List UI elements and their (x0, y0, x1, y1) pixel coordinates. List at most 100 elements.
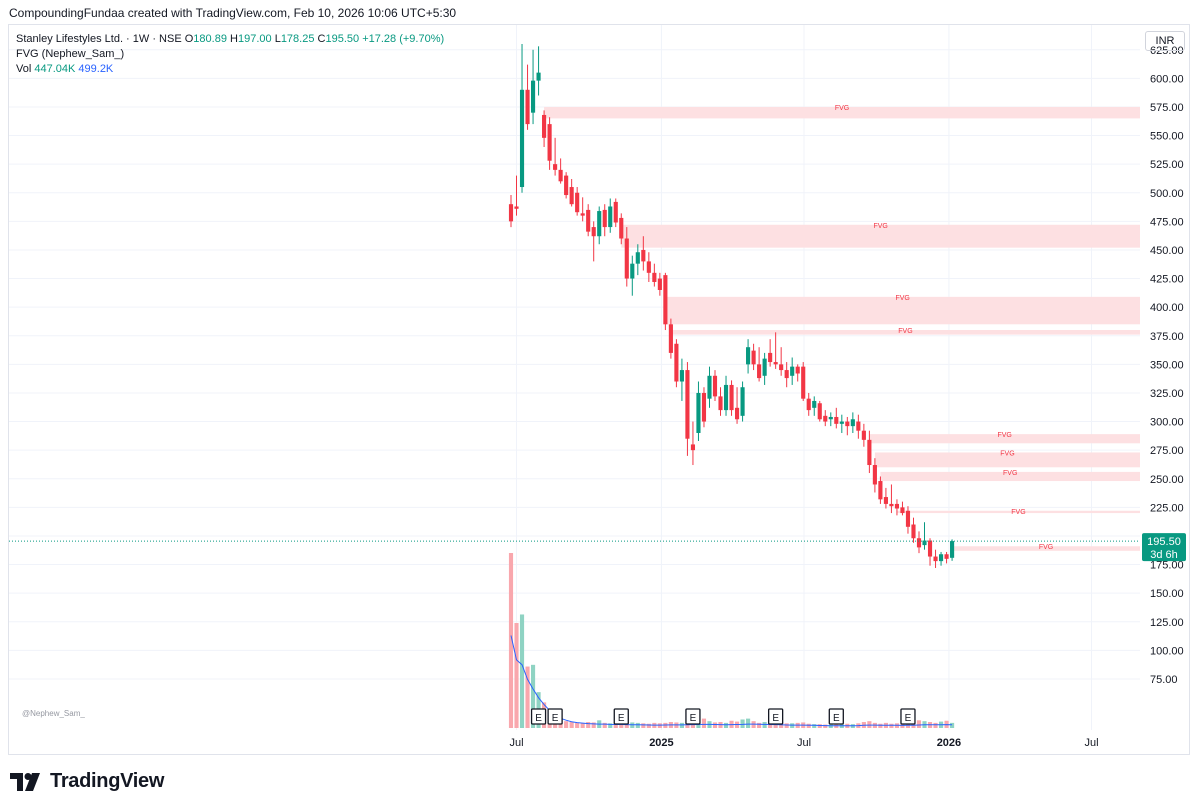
volume-bar (712, 722, 718, 728)
candle-body (845, 421, 850, 427)
fvg-zone (880, 471, 1140, 482)
earnings-marker-box (767, 708, 784, 725)
candle-body (635, 252, 640, 264)
earnings-marker[interactable]: E (685, 708, 701, 725)
candle-body (602, 209, 607, 228)
candle-body (657, 278, 662, 290)
candle-body (696, 392, 701, 433)
candle-body (911, 524, 916, 539)
fvg-label: FVG (1011, 509, 1025, 516)
chart-frame (8, 24, 1190, 755)
candle-body (790, 366, 795, 376)
x-tick-label: 2026 (937, 737, 961, 749)
volume-bar (806, 723, 811, 728)
volume-bar (790, 723, 795, 728)
volume-bar (779, 722, 784, 728)
volume-bar (823, 724, 828, 728)
candle-body (723, 384, 729, 411)
volume-value: 447.04K (34, 63, 76, 75)
fvg-zone (896, 510, 1140, 514)
candle-body (718, 396, 723, 411)
y-tick-label: 250.00 (1150, 474, 1184, 486)
candle-body (806, 398, 811, 411)
candle-body (542, 114, 547, 138)
candle-body (883, 497, 888, 504)
open-label: O (184, 33, 194, 45)
tradingview-brand: TradingView (50, 770, 165, 792)
candle-body (757, 364, 762, 379)
candle-body (878, 481, 883, 500)
volume-bar (530, 664, 536, 728)
author-watermark: @Nephew_Sam_ (22, 709, 85, 718)
volume-ma-line (510, 635, 953, 727)
x-tick-label: 2025 (649, 737, 673, 749)
candle-body (624, 238, 629, 279)
indicator-name[interactable]: FVG (Nephew_Sam_) (16, 48, 125, 60)
y-tick-label: 150.00 (1150, 588, 1184, 600)
candle-body (834, 416, 839, 424)
y-tick-label: 350.00 (1150, 359, 1184, 371)
earnings-marker-box (613, 708, 629, 725)
volume-bar (950, 722, 955, 728)
earnings-marker-box (547, 708, 563, 725)
earnings-marker[interactable]: E (900, 708, 916, 725)
candle-body (558, 169, 563, 182)
fvg-label: FVG (895, 295, 909, 302)
candle-body (575, 192, 580, 213)
candle-body (779, 364, 784, 371)
candle-body (762, 358, 767, 376)
candle-body (613, 201, 618, 223)
indicator-legend[interactable]: FVG (Nephew_Sam_) (16, 48, 124, 60)
candle-body (619, 217, 624, 239)
fvg-label: FVG (997, 432, 1011, 439)
candle-body (900, 507, 905, 514)
earnings-marker[interactable]: E (530, 708, 547, 725)
earnings-marker-box (900, 708, 916, 725)
volume-bar (812, 724, 817, 728)
open-value: 180.89 (193, 33, 227, 45)
earnings-marker[interactable]: E (828, 708, 844, 725)
y-tick-label: 100.00 (1150, 645, 1184, 657)
earnings-marker-label: E (833, 713, 840, 724)
earnings-marker[interactable]: E (613, 708, 629, 725)
last-price-label: 195.50 (1147, 536, 1181, 548)
volume-bar (591, 722, 596, 728)
candle-body (817, 403, 822, 420)
y-tick-label: 525.00 (1150, 159, 1184, 171)
earnings-marker-box (530, 708, 547, 725)
high-value: 197.00 (237, 33, 272, 45)
volume-bar (757, 722, 762, 728)
candle-body (564, 175, 569, 196)
fvg-label: FVG (873, 223, 887, 230)
candle-body (553, 164, 558, 170)
volume-bar (916, 720, 922, 728)
close-value: 195.50 (325, 33, 360, 45)
volume-bar (889, 723, 894, 728)
volume-bar (602, 722, 607, 728)
volume-bar (580, 723, 585, 728)
volume-bar (746, 718, 751, 728)
fvg-zone (621, 224, 1140, 248)
symbol-title[interactable]: Stanley Lifestyles Ltd. · 1W · NSE (16, 33, 182, 45)
candle-body (707, 375, 712, 399)
volume-label: Vol (16, 63, 32, 75)
earnings-marker[interactable]: E (547, 708, 563, 725)
candle-body (839, 421, 844, 424)
candle-body (850, 419, 855, 427)
volume-bar (933, 722, 938, 728)
fvg-label: FVG (835, 105, 849, 112)
volume-bar (773, 722, 778, 728)
fvg-zone (874, 452, 1140, 468)
symbol-legend: Stanley Lifestyles Ltd. · 1W · NSE O180.… (16, 33, 444, 45)
volume-legend[interactable]: Vol 447.04K 499.2K (16, 63, 113, 75)
candle-body (729, 384, 734, 411)
volume-bar (679, 722, 684, 728)
candle-body (701, 392, 707, 422)
earnings-marker[interactable]: E (767, 708, 784, 725)
volume-bar (646, 723, 651, 728)
earnings-marker-label: E (535, 713, 542, 724)
currency-button[interactable]: INR (1145, 31, 1185, 51)
candle-body (950, 541, 955, 558)
candle-body (530, 80, 536, 113)
